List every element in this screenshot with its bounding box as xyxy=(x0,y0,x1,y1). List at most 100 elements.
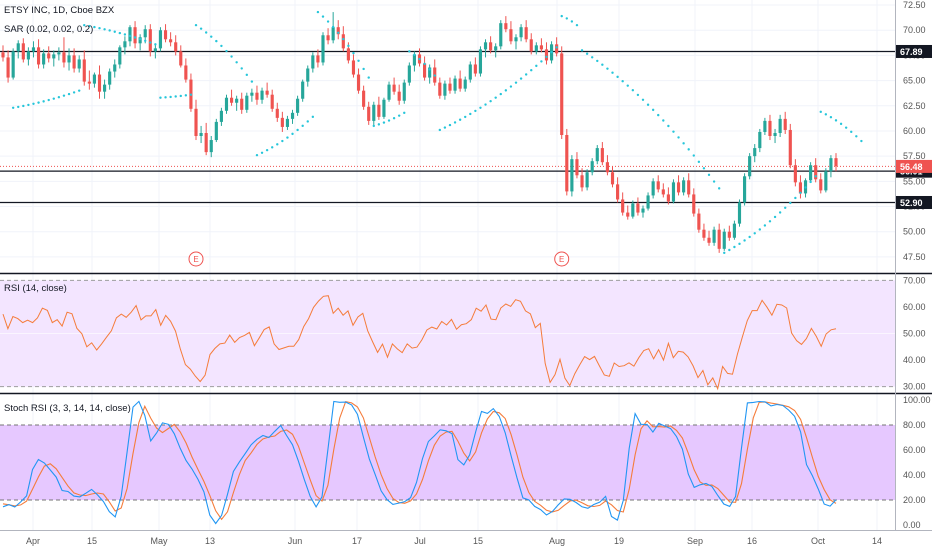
sar-dot xyxy=(240,67,243,70)
earnings-event-marker xyxy=(188,251,204,267)
candle-body xyxy=(626,212,630,217)
candle-body xyxy=(382,99,386,117)
sar-dot xyxy=(509,85,513,88)
candle-body xyxy=(737,202,742,224)
candle-body xyxy=(727,231,731,238)
candle-body xyxy=(219,110,223,122)
sar-dot xyxy=(702,167,706,170)
sar-dot xyxy=(118,31,122,35)
sar-dot xyxy=(255,153,259,157)
sar-dot xyxy=(27,103,30,107)
candle-body xyxy=(331,27,335,41)
sar-dot xyxy=(230,55,233,58)
candle-body xyxy=(296,98,300,113)
band-layer xyxy=(0,279,895,501)
rsi-tick-label: 60.00 xyxy=(903,302,926,312)
candle-body xyxy=(478,49,483,74)
sar-dot xyxy=(667,124,670,128)
sar-dot xyxy=(616,75,619,79)
sar-dot xyxy=(342,37,345,41)
candle-body xyxy=(580,175,584,188)
candle-body xyxy=(722,231,726,249)
rsi-tick-label: 40.00 xyxy=(903,355,926,365)
candle-body xyxy=(397,91,401,101)
sar-dot xyxy=(438,128,442,132)
candle-body xyxy=(341,34,345,49)
sar-layer xyxy=(11,10,863,255)
candle-body xyxy=(529,39,533,52)
sar-dot xyxy=(296,128,299,132)
candle-body xyxy=(483,42,488,50)
x-tick-label: Jun xyxy=(288,536,303,546)
price-tick-label: 62.50 xyxy=(903,101,926,111)
sar-dot xyxy=(809,180,812,184)
sar-dot xyxy=(291,132,294,136)
candle-body xyxy=(275,108,279,118)
candle-body xyxy=(163,30,168,40)
sar-dot xyxy=(814,175,817,178)
sar-dot xyxy=(326,20,330,23)
candle-body xyxy=(646,195,650,209)
sar-dot xyxy=(728,248,731,252)
sar-dot xyxy=(697,160,701,164)
sar-dot xyxy=(149,41,152,44)
candle-body xyxy=(570,159,574,192)
candle-body xyxy=(6,57,10,78)
separator-layer xyxy=(0,0,932,531)
sar-dot xyxy=(636,93,640,97)
stoch-tick-label: 60.00 xyxy=(903,445,926,455)
candle-body xyxy=(539,45,543,50)
sar-dot xyxy=(347,44,350,48)
last-price-tag-box xyxy=(896,159,932,173)
candle-body xyxy=(123,41,127,48)
candle-body xyxy=(438,82,442,96)
candle-body xyxy=(742,176,747,203)
sar-dot xyxy=(220,44,223,48)
candle-body xyxy=(26,51,30,60)
x-tick-label: 15 xyxy=(473,536,483,546)
price-tick-label: 72.50 xyxy=(903,0,926,10)
sar-dot xyxy=(555,46,558,49)
sar-dot xyxy=(235,61,238,64)
sar-dot xyxy=(154,43,157,46)
candle-body xyxy=(311,55,315,69)
stoch-tick-label: 0.00 xyxy=(903,520,921,530)
price-level-tag-box xyxy=(896,195,932,209)
sar-dot xyxy=(804,186,807,189)
sar-dot xyxy=(596,59,599,63)
candle-body xyxy=(280,117,284,127)
x-tick-label: 19 xyxy=(614,536,624,546)
last-price-tag: 56.48 xyxy=(900,162,923,172)
candle-body xyxy=(458,78,462,89)
price-tick-label: 57.50 xyxy=(903,151,926,161)
sar-dot xyxy=(763,224,767,227)
candle-body xyxy=(255,92,259,100)
candle-body xyxy=(707,237,711,243)
sar-dot xyxy=(692,154,695,157)
sar-dot xyxy=(367,76,370,79)
sar-dot xyxy=(458,118,462,121)
sar-dot xyxy=(748,235,751,239)
candle-body xyxy=(798,182,803,194)
candle-body xyxy=(260,90,264,100)
sar-dot xyxy=(631,89,635,92)
price-tick-label: 70.00 xyxy=(903,25,926,35)
sar-dot xyxy=(260,151,264,154)
sar-dot xyxy=(621,79,624,83)
candle-body xyxy=(651,181,655,196)
sar-dot xyxy=(778,211,782,214)
candle-body xyxy=(356,74,361,91)
candle-body xyxy=(834,158,838,167)
candle-body xyxy=(402,82,406,101)
sar-dot xyxy=(545,55,548,59)
candle-body xyxy=(768,120,772,136)
candle-body xyxy=(224,97,229,111)
sar-dot xyxy=(164,96,167,99)
sar-dot xyxy=(159,96,162,99)
candle-body xyxy=(717,229,721,249)
candle-layer[interactable] xyxy=(1,12,838,253)
sar-dot xyxy=(250,80,254,83)
stoch-tick-label: 20.00 xyxy=(903,495,926,505)
candle-body xyxy=(351,60,356,75)
